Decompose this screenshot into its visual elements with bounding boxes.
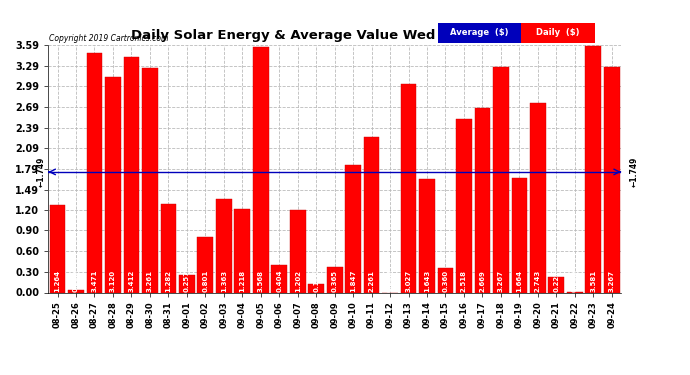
Text: 3.581: 3.581 — [590, 270, 596, 292]
Bar — [475, 108, 491, 292]
Text: 0.227: 0.227 — [553, 270, 560, 292]
Text: 1.847: 1.847 — [350, 269, 356, 292]
Text: 2.743: 2.743 — [535, 270, 541, 292]
Bar — [521, 23, 595, 42]
Bar — [253, 46, 268, 292]
Text: Average  ($): Average ($) — [450, 28, 509, 37]
Text: 0.128: 0.128 — [313, 270, 319, 292]
Text: Copyright 2019 Cartronics.com: Copyright 2019 Cartronics.com — [50, 33, 169, 42]
Text: 0.365: 0.365 — [332, 270, 337, 292]
Bar — [511, 178, 527, 292]
Bar — [585, 46, 601, 292]
Bar — [290, 210, 306, 292]
Bar — [197, 237, 213, 292]
Bar — [68, 290, 84, 292]
Text: 1.282: 1.282 — [166, 270, 171, 292]
Text: 2.518: 2.518 — [461, 270, 467, 292]
Bar — [419, 179, 435, 292]
Text: 0.404: 0.404 — [276, 269, 282, 292]
Text: 3.568: 3.568 — [258, 270, 264, 292]
Text: 1.643: 1.643 — [424, 270, 430, 292]
Text: 0.257: 0.257 — [184, 270, 190, 292]
Bar — [437, 23, 521, 42]
Text: 1.218: 1.218 — [239, 270, 245, 292]
Bar — [456, 119, 472, 292]
Text: 1.202: 1.202 — [295, 270, 301, 292]
Text: 0.030: 0.030 — [73, 270, 79, 292]
Text: 3.120: 3.120 — [110, 270, 116, 292]
Text: ←1.749: ←1.749 — [37, 157, 46, 187]
Bar — [604, 67, 620, 292]
Bar — [161, 204, 176, 292]
Bar — [271, 265, 287, 292]
Text: 1.664: 1.664 — [516, 270, 522, 292]
Text: 2.261: 2.261 — [368, 270, 375, 292]
Text: 0.008: 0.008 — [572, 270, 578, 292]
Title: Daily Solar Energy & Average Value Wed Sep 25 18:38: Daily Solar Energy & Average Value Wed S… — [131, 30, 538, 42]
Bar — [437, 268, 453, 292]
Bar — [124, 57, 139, 292]
Bar — [327, 267, 342, 292]
Bar — [179, 275, 195, 292]
Text: 1.264: 1.264 — [55, 270, 61, 292]
Text: 3.261: 3.261 — [147, 270, 153, 292]
Text: 0.000: 0.000 — [387, 270, 393, 292]
Bar — [216, 198, 232, 292]
Bar — [105, 77, 121, 292]
Bar — [50, 206, 66, 292]
Text: 3.412: 3.412 — [128, 270, 135, 292]
Bar — [549, 277, 564, 292]
Text: 3.027: 3.027 — [406, 270, 411, 292]
Text: 3.267: 3.267 — [609, 270, 615, 292]
Text: 3.471: 3.471 — [92, 269, 97, 292]
Bar — [493, 67, 509, 292]
Bar — [401, 84, 416, 292]
Bar — [345, 165, 361, 292]
Text: 2.669: 2.669 — [480, 270, 486, 292]
Text: Daily  ($): Daily ($) — [536, 28, 580, 37]
Bar — [142, 68, 158, 292]
Text: 1.363: 1.363 — [221, 270, 227, 292]
Text: ←1.749: ←1.749 — [629, 157, 638, 187]
Text: 0.360: 0.360 — [442, 270, 448, 292]
Bar — [530, 104, 546, 292]
Text: 3.267: 3.267 — [498, 270, 504, 292]
Bar — [364, 136, 380, 292]
Text: 0.801: 0.801 — [202, 270, 208, 292]
Bar — [87, 53, 102, 292]
Bar — [308, 284, 324, 292]
Bar — [235, 209, 250, 292]
